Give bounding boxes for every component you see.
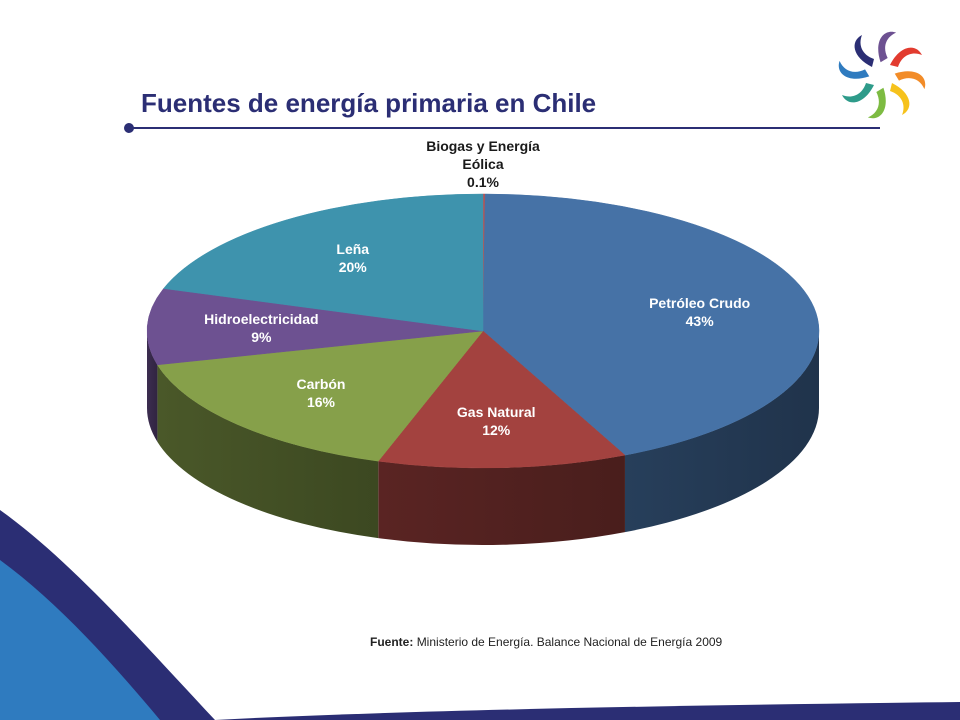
pie-label-value: 0.1% [467,174,499,190]
pie-label-3: Carbón 16% [296,375,345,411]
pie-label-0: Biogas y Energía Eólica 0.1% [426,137,540,191]
pie-slice-3 [156,330,484,462]
pie-label-text: Carbón [296,375,346,392]
title-rule [129,127,880,129]
logo-petal [894,71,926,90]
wave-light [0,560,160,720]
source-text: Ministerio de Energía. Balance Nacional … [416,635,723,649]
logo-icon [838,31,926,119]
pie-label-text: Leña [336,240,370,257]
pie-label-value: 43% [685,312,714,329]
logo-petal [838,60,870,79]
pie-label-text: Gas Natural [456,404,536,421]
pie-slice-2 [377,330,626,469]
logo-petal [890,47,922,67]
pie-side-4 [147,331,158,442]
pie-label-2: Gas Natural 12% [457,403,536,439]
logo-petal [890,83,910,115]
logo-petal [842,83,874,103]
logo-petal [854,35,874,67]
pie-slice-1 [482,193,820,456]
pie-label-value: 16% [306,393,335,410]
logo-petal [867,87,886,119]
source-label: Fuente: [370,635,414,649]
pie-label-4: Hidroelectricidad 9% [204,310,318,346]
pie-label-value: 12% [482,422,511,439]
pie-label-value: 20% [338,258,367,275]
pie-label-text: Petróleo Crudo [649,294,751,311]
pie-label-text: Hidroelectricidad [204,311,319,328]
pie-label-1: Petróleo Crudo 43% [649,294,750,330]
source-note: Fuente: Ministerio de Energía. Balance N… [370,635,722,649]
pie-label-text: Biogas y Energía [426,138,540,154]
pie-side-1 [624,331,819,533]
logo-petal [878,31,897,63]
pie-label-text: Eólica [462,156,504,172]
pie-label-value: 9% [251,329,272,346]
pie-slice-4 [146,288,484,366]
pie-side-3 [157,364,379,539]
pie-slice-5 [163,193,484,332]
wave-bottom-band [215,702,960,720]
pie-label-5: Leña 20% [336,240,369,276]
pie-side-2 [378,455,625,545]
page-title: Fuentes de energía primaria en Chile [141,88,597,118]
